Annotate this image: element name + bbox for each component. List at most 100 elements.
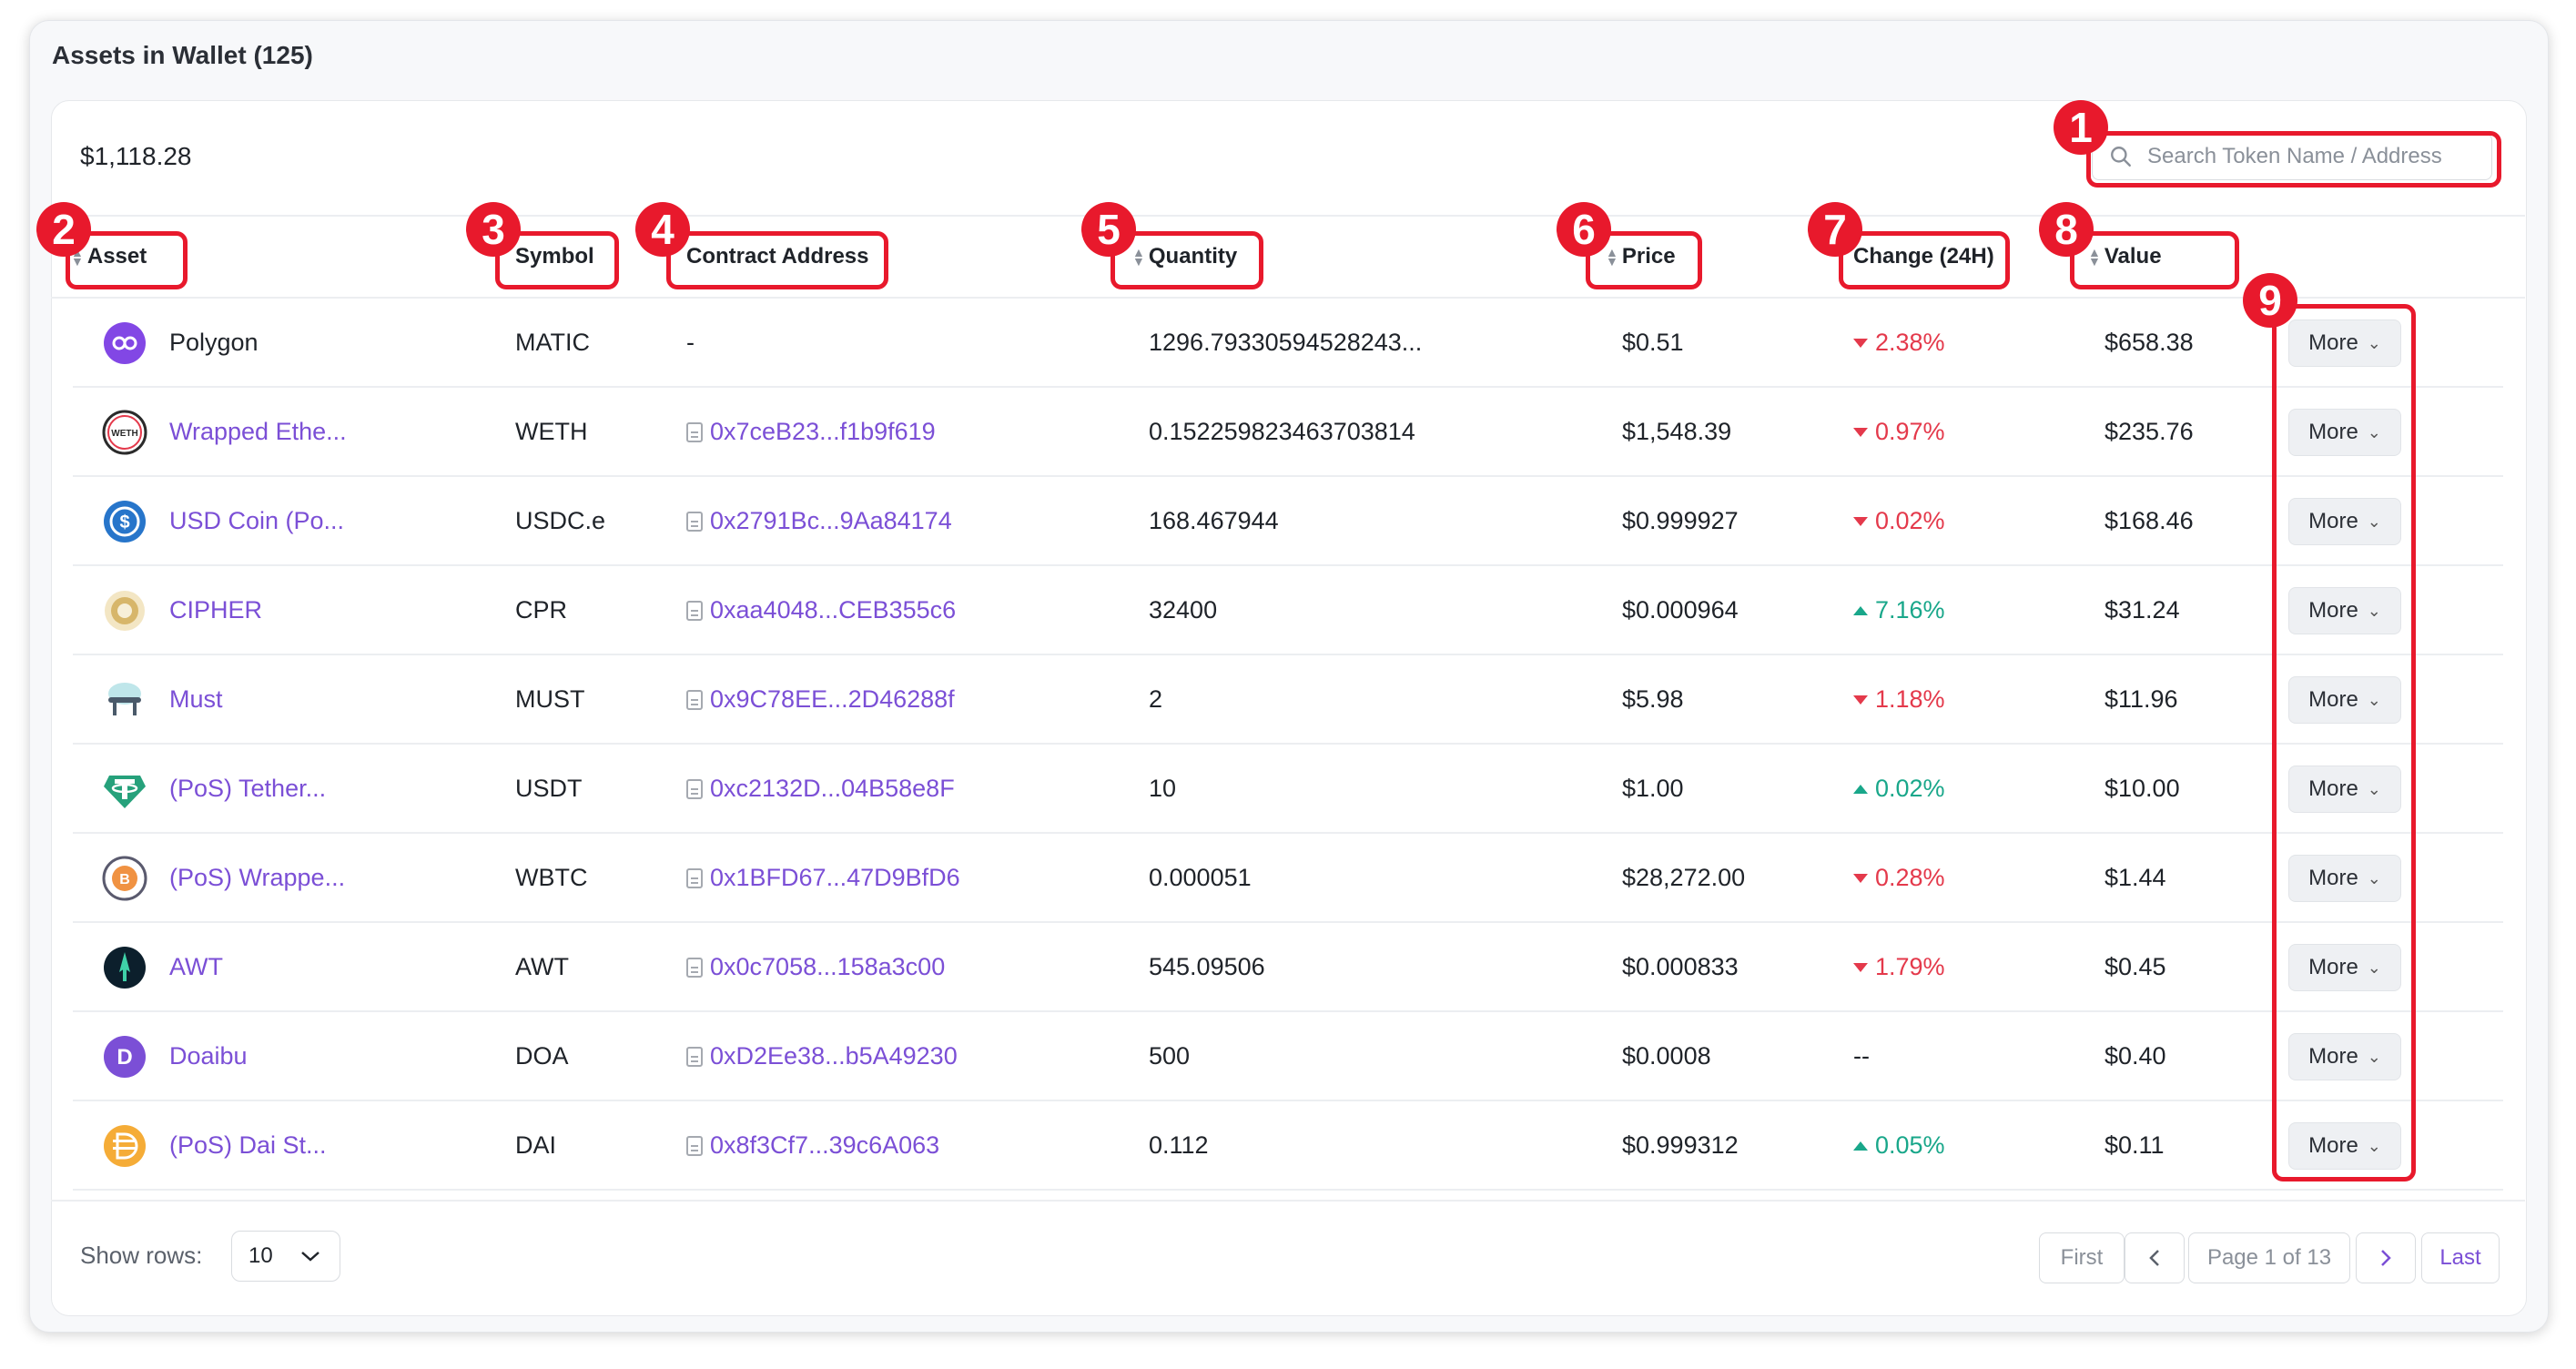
page-indicator: Page 1 of 13 [2188,1232,2350,1283]
more-button[interactable]: More ⌄ [2288,855,2401,902]
column-header-value[interactable]: ▲ ▼ Value [2088,244,2162,269]
contract-address-text[interactable]: 0x8f3Cf7...39c6A063 [710,1131,940,1159]
rows-per-page-value: 10 [248,1243,273,1268]
triangle-down-icon [1853,517,1868,526]
more-button[interactable]: More ⌄ [2288,676,2401,724]
more-button-label: More [2308,955,2358,979]
contract-address-link[interactable]: 0x8f3Cf7...39c6A063 [686,1131,939,1160]
more-button-label: More [2308,866,2358,890]
asset-value: $11.96 [2104,685,2178,713]
more-button-label: More [2308,420,2358,444]
first-page-button[interactable]: First [2039,1232,2125,1283]
asset-name[interactable]: (PoS) Dai St... [169,1131,327,1159]
contract-address-text[interactable]: 0x2791Bc...9Aa84174 [710,507,952,534]
column-header-price[interactable]: ▲ ▼ Price [1606,244,1676,269]
contract-address-text[interactable]: 0xaa4048...CEB355c6 [710,596,957,624]
asset-name[interactable]: Doaibu [169,1042,248,1070]
price-change: 0.28% [1853,864,1945,892]
asset-value: $1.44 [2104,864,2166,891]
annotation-box-1 [2086,131,2501,188]
polygon-icon [102,320,147,366]
contract-address-link[interactable]: 0xD2Ee38...b5A49230 [686,1042,958,1070]
triangle-down-icon [1853,695,1868,705]
awt-icon [102,945,147,990]
contract-address-link[interactable]: 0x9C78EE...2D46288f [686,685,955,714]
asset-name[interactable]: (PoS) Wrappe... [169,864,346,891]
asset-symbol: DOA [515,1042,569,1070]
contract-address-text[interactable]: 0x9C78EE...2D46288f [710,685,955,713]
asset-name[interactable]: USD Coin (Po... [169,507,345,534]
more-button[interactable]: More ⌄ [2288,1033,2401,1080]
chevron-left-icon [2149,1250,2159,1266]
more-button[interactable]: More ⌄ [2288,766,2401,813]
annotation-box-6 [1586,231,1702,289]
asset-quantity: 500 [1149,1042,1191,1070]
assets-card [51,100,2527,1316]
contract-address-text[interactable]: 0x1BFD67...47D9BfD6 [710,864,960,891]
asset-quantity: 32400 [1149,596,1218,624]
asset-name[interactable]: CIPHER [169,596,263,624]
annotation-number-5: 5 [1081,202,1136,257]
search-box[interactable] [2092,133,2492,180]
more-button[interactable]: More ⌄ [2288,1122,2401,1170]
annotation-box-5 [1111,231,1263,289]
document-icon [686,690,703,710]
contract-address-link[interactable]: 0x2791Bc...9Aa84174 [686,507,952,535]
contract-address-text[interactable]: 0xD2Ee38...b5A49230 [710,1042,958,1070]
asset-name[interactable]: Wrapped Ethe... [169,418,347,445]
more-button[interactable]: More ⌄ [2288,587,2401,634]
asset-name[interactable]: Must [169,685,223,713]
more-button[interactable]: More ⌄ [2288,319,2401,367]
search-icon [2111,147,2131,167]
more-button-label: More [2308,1133,2358,1158]
last-page-button[interactable]: Last [2421,1232,2500,1283]
asset-value: $10.00 [2104,775,2180,802]
contract-address-text[interactable]: 0xc2132D...04B58e8F [710,775,955,802]
price-change: 0.97% [1853,418,1945,446]
wallet-total: $1,118.28 [80,142,192,170]
weth-icon: WETH [102,410,147,455]
asset-name: Polygon [169,329,259,356]
annotation-box-4 [666,231,888,289]
price-change: -- [1853,1042,1870,1070]
rows-per-page-select[interactable]: 10 [231,1231,340,1282]
chevron-down-icon: ⌄ [2367,868,2381,887]
show-rows-label: Show rows: [80,1242,203,1269]
contract-address-link[interactable]: 0x1BFD67...47D9BfD6 [686,864,960,892]
usdc-icon: $ [102,499,147,544]
contract-address-text[interactable]: 0x0c7058...158a3c00 [710,953,946,980]
chevron-down-icon: ⌄ [2367,422,2381,441]
dai-icon [102,1123,147,1169]
column-header-quantity[interactable]: ▲ ▼ Quantity [1132,244,1238,269]
more-button[interactable]: More ⌄ [2288,409,2401,456]
contract-address-link[interactable]: 0xaa4048...CEB355c6 [686,596,956,624]
contract-address-link[interactable]: 0x7ceB23...f1b9f619 [686,418,936,446]
annotation-number-2: 2 [36,202,91,257]
contract-address-text[interactable]: 0x7ceB23...f1b9f619 [710,418,936,445]
triangle-up-icon [1853,785,1868,794]
more-button[interactable]: More ⌄ [2288,498,2401,545]
asset-value: $658.38 [2104,329,2194,356]
asset-name[interactable]: AWT [169,953,223,980]
next-page-button[interactable] [2356,1232,2416,1283]
asset-price: $0.999927 [1622,507,1739,534]
more-button-label: More [2308,1044,2358,1069]
search-input[interactable] [2145,143,2477,170]
annotation-number-6: 6 [1557,202,1611,257]
svg-text:B: B [119,872,130,887]
contract-address-link[interactable]: 0x0c7058...158a3c00 [686,953,945,981]
asset-quantity: 1296.79330594528243... [1149,329,1423,356]
annotation-number-3: 3 [466,202,521,257]
chevron-down-icon: ⌄ [2367,958,2381,977]
wbtc-icon: B [102,856,147,901]
asset-value: $168.46 [2104,507,2194,534]
prev-page-button[interactable] [2125,1232,2185,1283]
asset-symbol: DAI [515,1131,557,1159]
more-button[interactable]: More ⌄ [2288,944,2401,991]
annotation-box-3 [495,231,619,289]
asset-name[interactable]: (PoS) Tether... [169,775,327,802]
asset-symbol: WETH [515,418,588,445]
contract-address-link[interactable]: 0xc2132D...04B58e8F [686,775,955,803]
price-change: 1.18% [1853,685,1945,714]
asset-value: $0.45 [2104,953,2166,980]
